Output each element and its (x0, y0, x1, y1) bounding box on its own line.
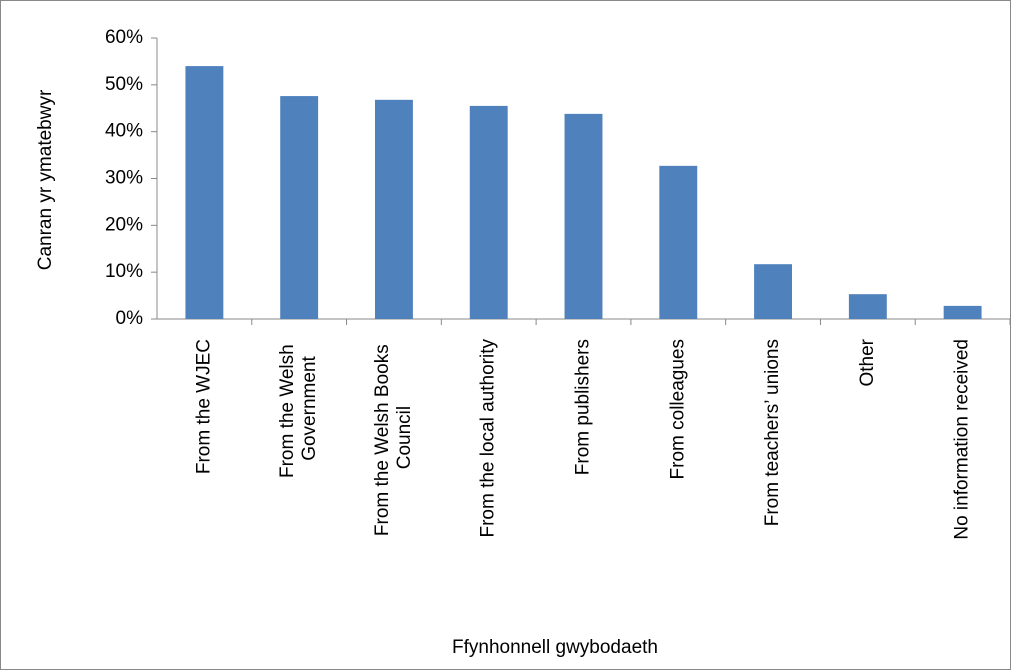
x-tick-label: From colleagues (667, 339, 688, 479)
x-tick-label: From the Welsh Books Council (372, 339, 415, 536)
x-tick-label: From the Welsh Government (277, 339, 320, 478)
bar (185, 66, 224, 319)
y-tick-label: 40% (105, 121, 143, 142)
bar (754, 264, 793, 319)
bar (943, 305, 982, 319)
x-tick-label: No information received (952, 339, 973, 540)
bar (469, 105, 508, 320)
x-tick-label: Other (857, 338, 878, 386)
bar (659, 165, 698, 319)
y-tick-label: 0% (116, 308, 144, 329)
y-tick-label: 60% (105, 27, 143, 48)
bar (848, 294, 887, 319)
y-tick-label: 20% (105, 214, 143, 235)
bar (374, 99, 413, 319)
x-tick-label: From the local authority (478, 339, 499, 538)
y-tick-label: 30% (105, 168, 143, 189)
x-axis-title: Ffynhonnell gwybodaeth (452, 637, 658, 658)
y-tick-label: 50% (105, 74, 143, 95)
x-tick-label: From teachers’ unions (762, 339, 783, 526)
bar (564, 113, 603, 320)
y-tick-label: 10% (105, 261, 143, 282)
bar (280, 96, 319, 319)
x-tick-label: From the WJEC (193, 339, 214, 474)
x-tick-label: From publishers (573, 339, 594, 475)
y-axis-title: Canran yr ymatebwyr (35, 89, 56, 270)
